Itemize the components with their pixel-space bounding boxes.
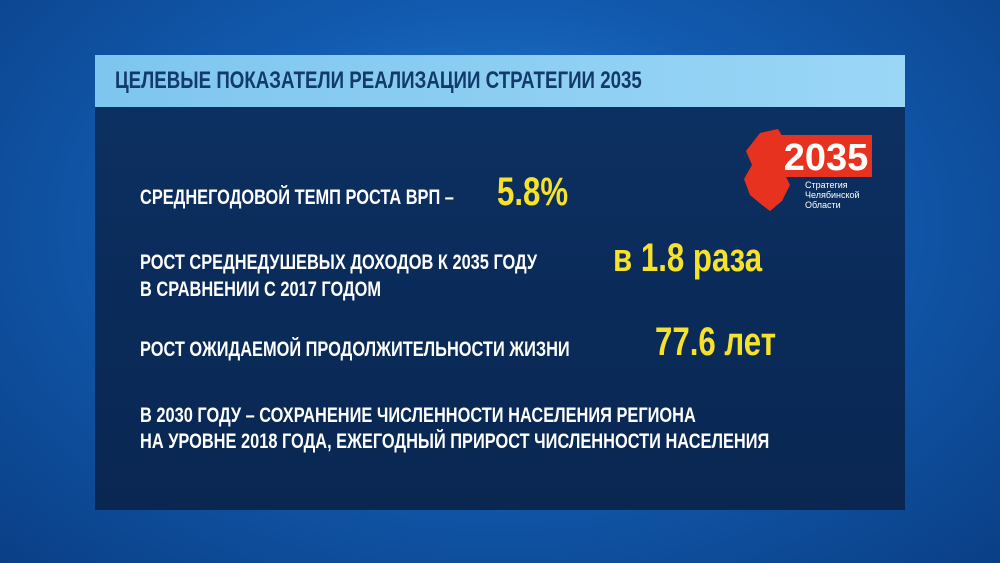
- logo-line: Челябинской: [805, 190, 860, 200]
- item-value: в 1.8 раза: [613, 236, 763, 280]
- item-label: СРЕДНЕГОДОВОЙ ТЕМП РОСТА ВРП –: [140, 186, 454, 209]
- item-label: В 2030 ГОДУ – СОХРАНЕНИЕ ЧИСЛЕННОСТИ НАС…: [140, 404, 696, 427]
- item-label: РОСТ СРЕДНЕДУШЕВЫХ ДОХОДОВ К 2035 ГОДУ: [140, 251, 538, 274]
- logo-box: [780, 135, 872, 177]
- item-label: РОСТ ОЖИДАЕМОЙ ПРОДОЛЖИТЕЛЬНОСТИ ЖИЗНИ: [140, 338, 570, 361]
- item-label: В СРАВНЕНИИ С 2017 ГОДОМ: [140, 278, 382, 301]
- logo-year: 2035: [784, 137, 869, 179]
- logo: 2035: [744, 129, 872, 211]
- title-bar: [95, 55, 905, 107]
- logo-map: [744, 129, 790, 211]
- item-value: 5.8%: [497, 170, 569, 214]
- logo-line: Стратегия: [805, 180, 848, 190]
- item-value: 77.6 лет: [655, 320, 777, 364]
- logo-line: Области: [805, 200, 841, 210]
- title: ЦЕЛЕВЫЕ ПОКАЗАТЕЛИ РЕАЛИЗАЦИИ СТРАТЕГИИ …: [115, 67, 642, 94]
- item-label: НА УРОВНЕ 2018 ГОДА, ЕЖЕГОДНЫЙ ПРИРОСТ Ч…: [140, 430, 770, 453]
